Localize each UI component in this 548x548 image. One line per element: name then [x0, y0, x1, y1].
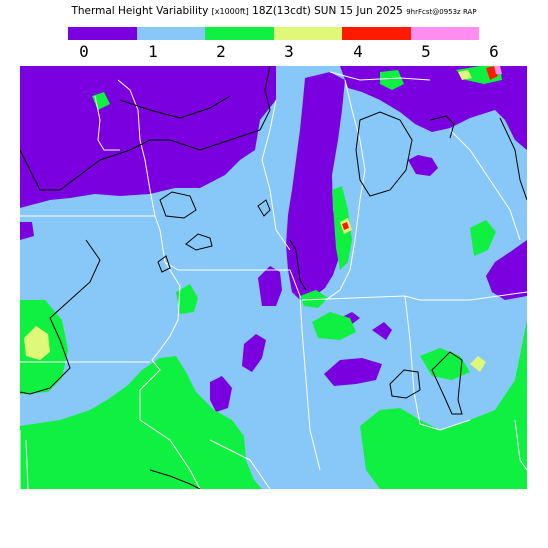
region-yellow-east — [470, 356, 486, 372]
region-purple-missouri — [242, 334, 266, 372]
region-green-lower-shore — [300, 290, 328, 308]
legend-tick-4: 4 — [353, 42, 363, 61]
contour-ne-2 — [499, 117, 527, 201]
legend-tick-6: 6 — [489, 42, 499, 61]
color-legend — [68, 27, 479, 40]
legend-tick-5: 5 — [421, 42, 431, 61]
region-purple-lake-huron — [486, 240, 527, 300]
contour-north-inner — [119, 95, 231, 119]
title-forecast: 9hrFcst@0953z RAP — [406, 8, 477, 16]
title-valid-time: 18Z(13cdt) SUN 15 Jun 2025 — [252, 5, 403, 17]
region-green-southeast — [360, 320, 527, 489]
region-green-south — [20, 356, 262, 489]
boundary-in-oh — [404, 295, 471, 431]
state-boundaries — [20, 71, 527, 489]
contour-west — [20, 239, 101, 395]
contour-ne-1 — [429, 115, 455, 139]
map-title: Thermal Height Variability [x1000ft] 18Z… — [0, 5, 548, 17]
boundary-lake-superior — [94, 95, 120, 151]
region-yellow-southwest — [24, 326, 50, 360]
boundary-east — [514, 419, 527, 471]
title-units: [x1000ft] — [211, 7, 249, 16]
contour-wisconsin — [159, 191, 197, 219]
title-main: Thermal Height Variability — [71, 5, 209, 17]
boundary-lake-huron — [449, 129, 521, 241]
region-green-iowa — [176, 284, 198, 314]
contour-iowa — [185, 233, 213, 251]
legend-bin-4-5 — [342, 27, 411, 40]
region-green-upper-peninsula — [380, 70, 404, 90]
boundary-wi-lake-michigan — [261, 99, 291, 251]
legend-tick-3: 3 — [284, 42, 294, 61]
legend-bin-0-1 — [68, 27, 137, 40]
region-yellow-north — [458, 70, 472, 80]
contour-north — [20, 66, 271, 191]
contour-small — [157, 255, 171, 273]
boundary-lake-michigan-east — [325, 79, 366, 301]
legend-bin-3-4 — [273, 27, 342, 40]
boundary-upper-peninsula — [329, 71, 431, 81]
contour-south — [149, 469, 201, 489]
contour-central — [257, 199, 271, 217]
boundary-mn-ia-wi — [20, 215, 290, 271]
region-purple-indiana — [324, 358, 382, 386]
legend-tick-0: 0 — [79, 42, 89, 61]
region-purple-west-edge — [20, 222, 34, 240]
region-purple-lower-michigan — [408, 155, 438, 176]
boundary-mississippi — [139, 261, 181, 420]
boundary-southwest — [20, 430, 29, 489]
contour-lake — [289, 239, 307, 291]
legend-bin-2-3 — [205, 27, 274, 40]
legend-ticks: 0 1 2 3 4 5 6 — [0, 42, 548, 62]
region-green-ne-shore — [470, 220, 496, 256]
region-pink-north — [494, 66, 502, 74]
region-green-illinois — [312, 312, 356, 340]
boundary-mn-wi — [117, 79, 156, 217]
region-purple-missouri-south — [210, 376, 232, 412]
boundary-oh-mi — [420, 291, 527, 301]
boundary-il-in — [289, 269, 321, 471]
contour-ohio — [431, 351, 463, 415]
legend-bin-5-6 — [410, 27, 479, 40]
thermal-variability-map — [20, 66, 527, 489]
boundary-south — [209, 439, 271, 489]
region-purple-ohio — [372, 322, 392, 340]
contour-lines — [20, 66, 527, 489]
contour-indiana — [389, 369, 421, 399]
region-purple-lake-michigan — [286, 72, 345, 300]
legend-tick-2: 2 — [216, 42, 226, 61]
region-purple-illinois — [258, 266, 282, 306]
region-red-lake — [342, 222, 349, 230]
boundary-mo-ar — [139, 419, 201, 489]
legend-bin-1-2 — [136, 27, 205, 40]
contour-lower-michigan — [355, 111, 413, 197]
legend-tick-1: 1 — [148, 42, 158, 61]
